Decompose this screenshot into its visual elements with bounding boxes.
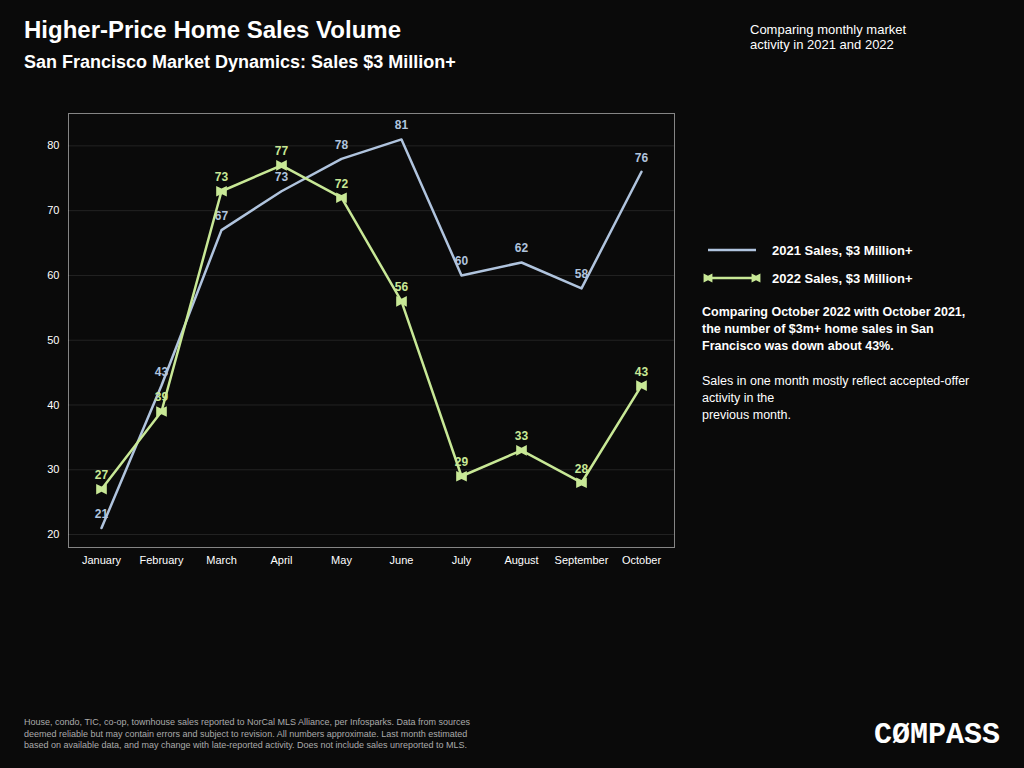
svg-text:60: 60 <box>455 254 469 268</box>
svg-text:81: 81 <box>395 118 409 132</box>
svg-text:May: May <box>331 554 352 566</box>
svg-text:33: 33 <box>515 429 529 443</box>
svg-text:60: 60 <box>47 269 59 281</box>
svg-text:67: 67 <box>214 209 229 224</box>
svg-text:28: 28 <box>575 462 589 476</box>
svg-text:40: 40 <box>47 399 59 411</box>
svg-text:77: 77 <box>275 144 289 158</box>
svg-text:39: 39 <box>155 390 169 404</box>
svg-text:September: September <box>555 554 609 566</box>
svg-text:21: 21 <box>95 507 109 521</box>
svg-text:27: 27 <box>95 468 109 482</box>
html-text:2021 Sales, $3 Million+: 2021 Sales, $3 Million+ <box>772 242 913 258</box>
svg-text:30: 30 <box>47 463 59 475</box>
html-text:Comparing monthly market activ: Comparing monthly market activity in 202… <box>750 22 907 52</box>
svg-text:July: July <box>452 554 472 566</box>
svg-text:70: 70 <box>47 204 59 216</box>
svg-text:80: 80 <box>47 139 59 151</box>
svg-text:April: April <box>270 554 292 566</box>
svg-text:78: 78 <box>335 138 349 152</box>
svg-text:October: October <box>622 554 661 566</box>
svg-text:56: 56 <box>395 280 409 294</box>
svg-text:73: 73 <box>215 170 229 184</box>
svg-text:76: 76 <box>635 151 649 165</box>
svg-text:29: 29 <box>455 455 469 469</box>
svg-text:January: January <box>82 554 122 566</box>
svg-text:20: 20 <box>47 528 59 540</box>
html-text:Sales in one month mostly refl: Sales in one month mostly reflect accept… <box>702 374 970 422</box>
html-text:Comparing October 2022 with Oc: Comparing October 2022 with October 2021… <box>702 305 966 354</box>
svg-text:73: 73 <box>275 170 289 184</box>
html-text:House, condo, TIC, co-op, town: House, condo, TIC, co-op, townhouse sale… <box>24 716 471 751</box>
svg-text:February: February <box>139 554 184 566</box>
svg-text:43: 43 <box>155 365 169 379</box>
html-text:San Francisco Market Dynamics:: San Francisco Market Dynamics: Sales $3 … <box>24 52 456 72</box>
svg-text:62: 62 <box>515 241 529 255</box>
html-text:Higher-Price Home Sales Volume: Higher-Price Home Sales Volume <box>24 16 401 43</box>
html-text:CØMPASS: CØMPASS <box>874 718 1000 752</box>
html-text:2022 Sales, $3 Million+: 2022 Sales, $3 Million+ <box>772 270 913 286</box>
svg-text:June: June <box>390 554 414 566</box>
svg-text:August: August <box>504 554 538 566</box>
svg-text:72: 72 <box>335 177 349 191</box>
svg-text:43: 43 <box>635 365 649 379</box>
svg-text:58: 58 <box>575 267 589 281</box>
svg-text:50: 50 <box>47 334 59 346</box>
svg-text:March: March <box>206 554 237 566</box>
